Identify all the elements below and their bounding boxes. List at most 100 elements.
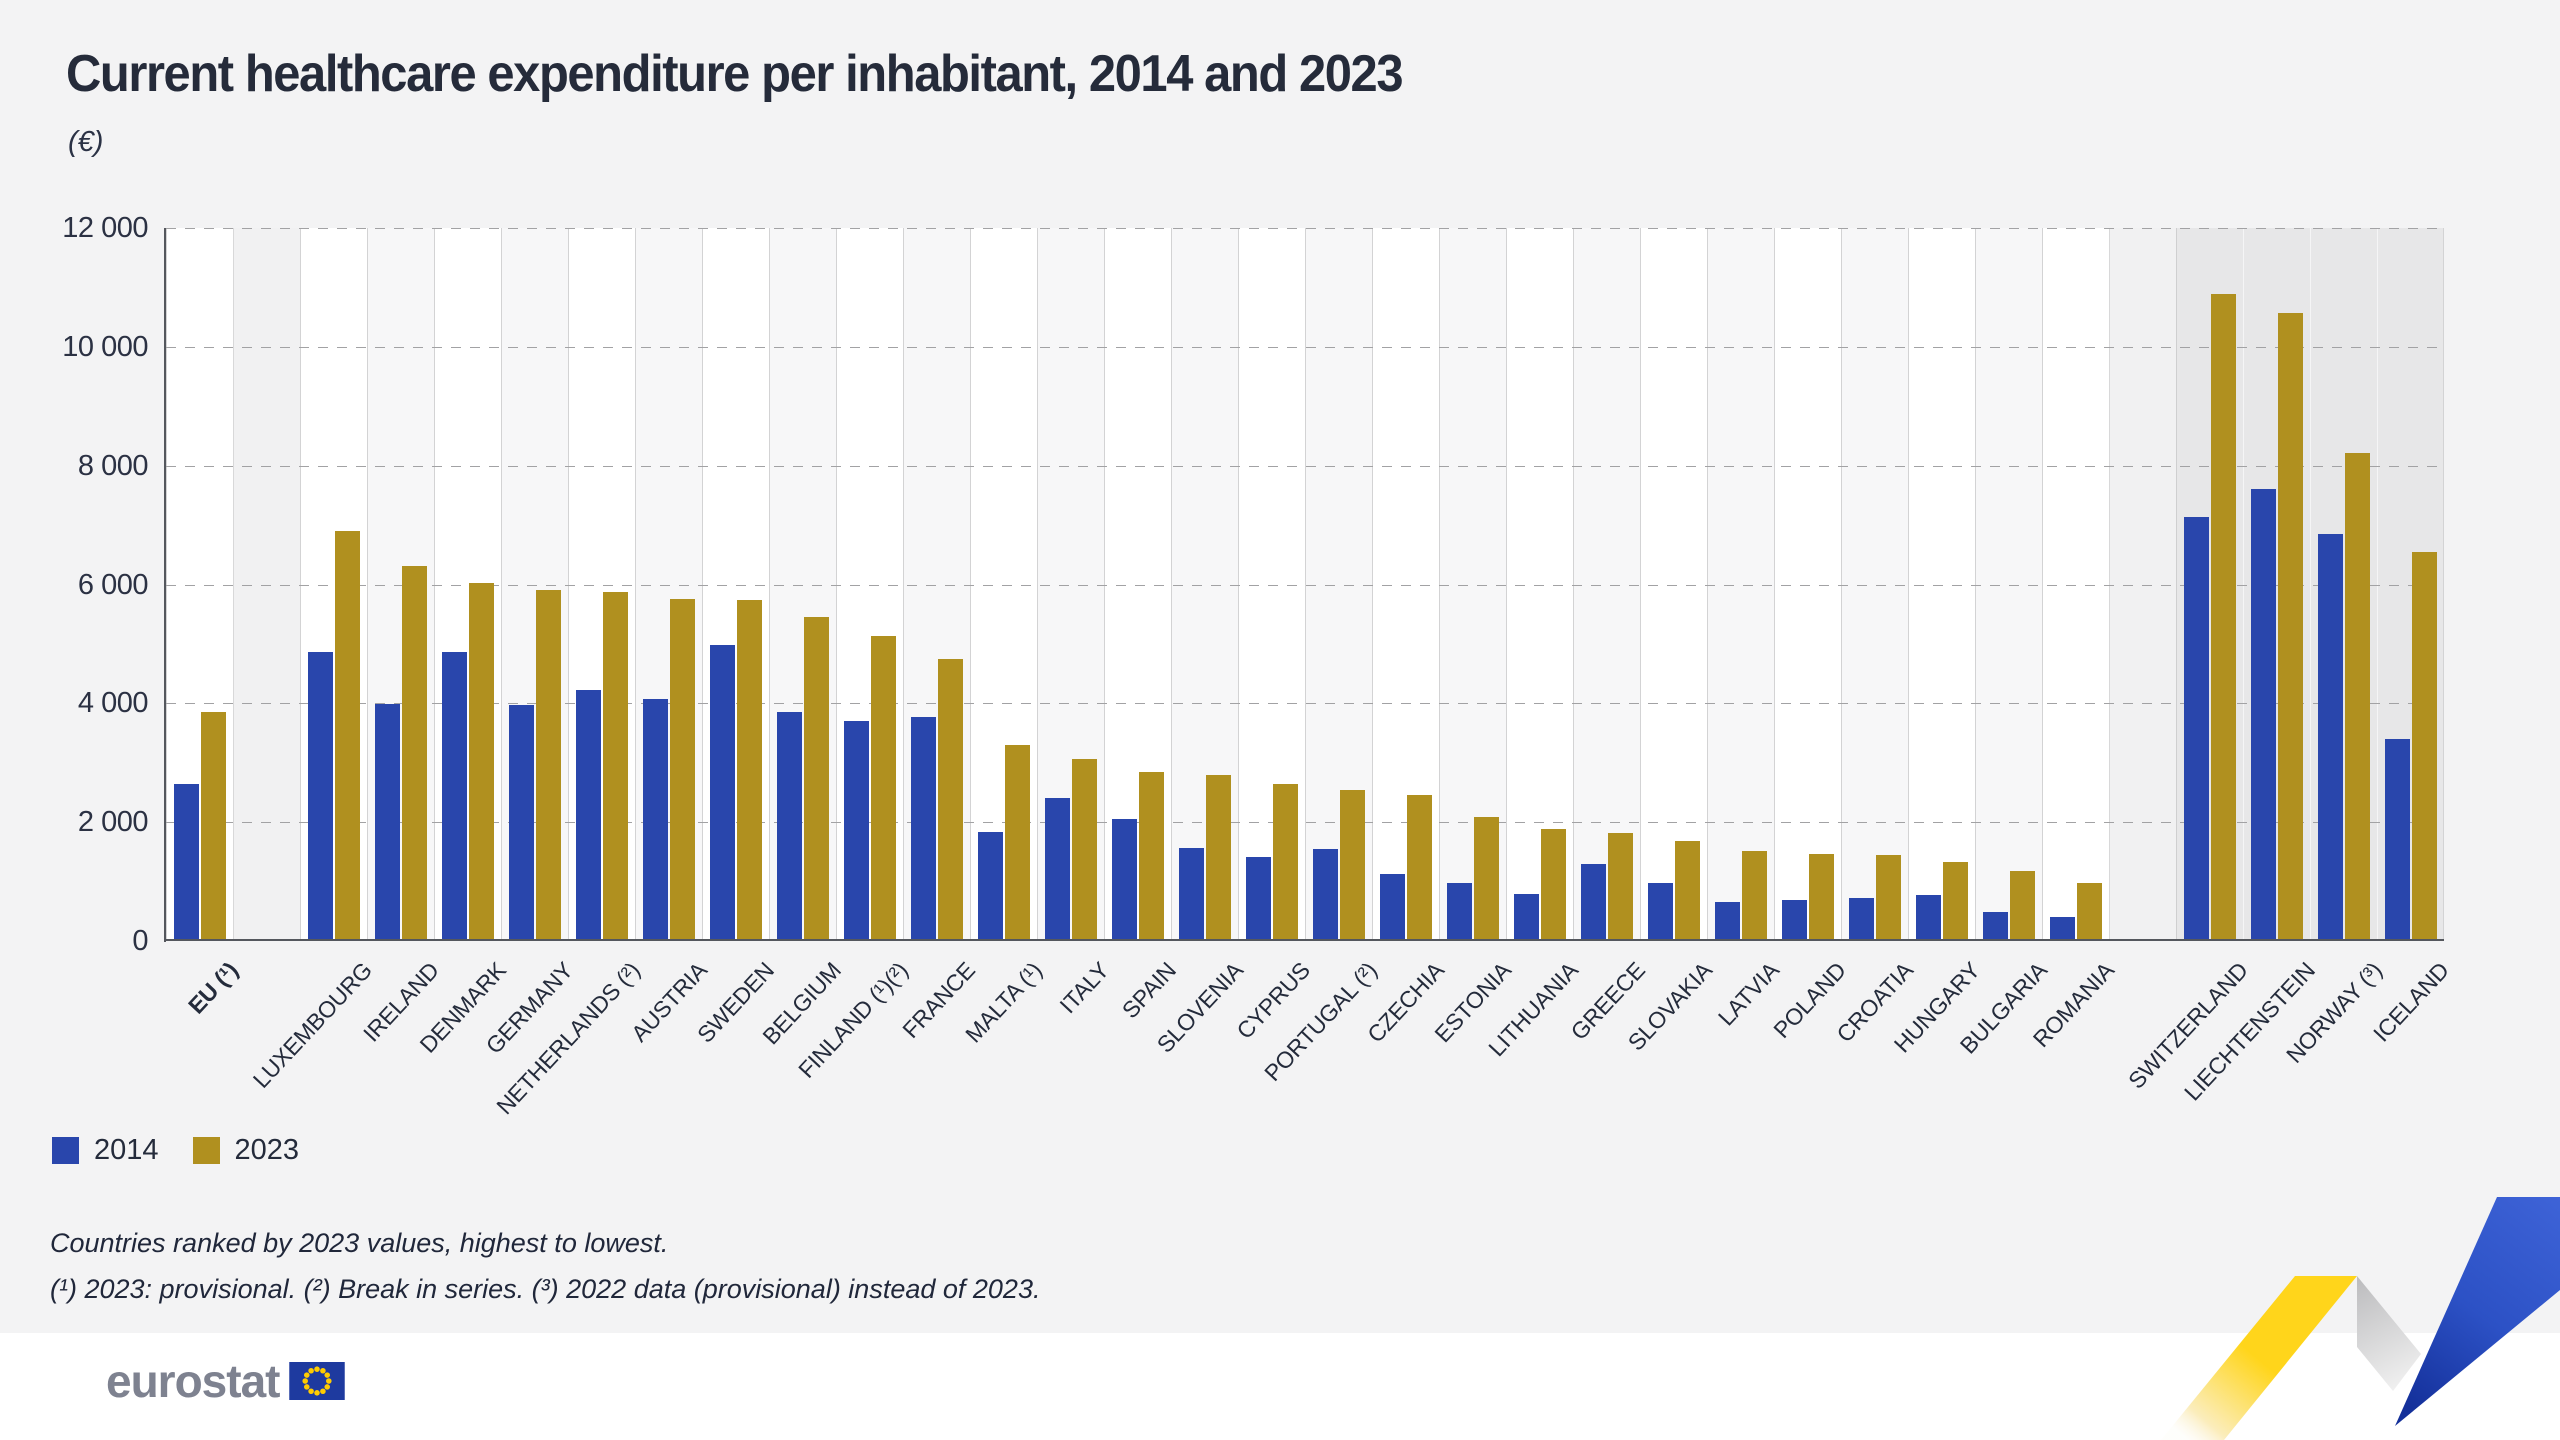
bar-pair xyxy=(643,598,695,941)
bar-2023-iceland xyxy=(2412,551,2437,941)
bar-2023-hungary xyxy=(1943,862,1968,941)
eurostat-logo-text: eurostat xyxy=(106,1355,280,1407)
bar-2014-liechtenstein xyxy=(2251,489,2276,941)
bar-2023-lithuania xyxy=(1541,829,1566,941)
bar-2023-slovenia xyxy=(1206,775,1231,941)
bar-2014-malta xyxy=(978,831,1003,941)
bar-pair xyxy=(2184,294,2236,941)
bar-2014-czechia xyxy=(1380,873,1405,941)
bar-2023-sweden xyxy=(737,600,762,941)
bar-2023-bulgaria xyxy=(2010,870,2035,941)
bar-pair xyxy=(777,616,829,941)
legend-item-2014: 2014 xyxy=(52,1134,159,1167)
bar-pair xyxy=(1246,783,1298,941)
bar-2023-france xyxy=(938,658,963,941)
bar-2014-belgium xyxy=(777,712,802,941)
ribbon-gray-fold xyxy=(2357,1276,2421,1391)
footnote-flags: (¹) 2023: provisional. (²) Break in seri… xyxy=(50,1274,1041,1305)
bar-2014-slovakia xyxy=(1648,882,1673,941)
column-norway xyxy=(2310,228,2377,941)
footer-band xyxy=(0,1333,2560,1440)
bar-pair xyxy=(978,745,1030,941)
bar-pair xyxy=(1380,795,1432,941)
y-axis-tick-label-12000: 12 000 xyxy=(62,212,148,244)
column-ireland xyxy=(367,228,434,941)
legend-label-2023: 2023 xyxy=(234,1134,300,1166)
bar-pair xyxy=(844,636,896,941)
bar-pair xyxy=(509,589,561,941)
bar-2023-latvia xyxy=(1742,850,1767,941)
bar-2014-spain xyxy=(1112,819,1137,941)
bar-2014-estonia xyxy=(1447,883,1472,941)
bar-pair xyxy=(1782,854,1834,941)
bar-2023-denmark xyxy=(469,583,494,941)
bar-2023-czechia xyxy=(1407,795,1432,941)
bar-2023-estonia xyxy=(1474,817,1499,941)
bar-2014-germany xyxy=(509,704,534,941)
bar-pair xyxy=(2385,551,2437,941)
bar-2023-malta xyxy=(1005,745,1030,941)
column-iceland xyxy=(2377,228,2444,941)
bar-pair xyxy=(442,583,494,941)
bar-pair xyxy=(1849,854,1901,941)
bar-pair xyxy=(375,565,427,941)
footnote-ranking: Countries ranked by 2023 values, highest… xyxy=(50,1228,669,1258)
eurostat-logo: eurostat xyxy=(106,1354,346,1408)
gridline-8000 xyxy=(166,465,2444,467)
bar-2023-croatia xyxy=(1876,854,1901,941)
unit-label: (€) xyxy=(68,126,104,158)
gridline-10000 xyxy=(166,346,2444,348)
bar-2014-latvia xyxy=(1715,901,1740,941)
bar-2014-slovenia xyxy=(1179,848,1204,941)
bar-2014-finland xyxy=(844,721,869,941)
footnotes: Countries ranked by 2023 values, highest… xyxy=(50,1220,1040,1313)
bar-2023-switzerland xyxy=(2211,294,2236,941)
ribbon-blue-segment xyxy=(2395,1197,2560,1426)
bar-2023-cyprus xyxy=(1273,783,1298,941)
plot-area xyxy=(166,228,2444,941)
bar-pair xyxy=(576,591,628,941)
bar-2014-luxembourg xyxy=(308,651,333,941)
bar-2014-austria xyxy=(643,698,668,941)
bar-pair xyxy=(1447,817,1499,941)
gridline-2000 xyxy=(166,822,2444,824)
bar-2023-ireland xyxy=(402,565,427,941)
bar-2023-slovakia xyxy=(1675,841,1700,941)
bar-pair xyxy=(1313,789,1365,941)
bar-2014-hungary xyxy=(1916,894,1941,941)
bar-2014-eu xyxy=(174,784,199,941)
column-luxembourg xyxy=(300,228,367,941)
bar-2014-ireland xyxy=(375,703,400,941)
legend-swatch-2014 xyxy=(52,1137,79,1164)
y-axis-tick-label-8000: 8 000 xyxy=(77,449,149,482)
bar-pair xyxy=(1648,841,1700,941)
bar-2014-sweden xyxy=(710,645,735,941)
bar-2023-italy xyxy=(1072,759,1097,941)
y-axis-tick-label-2000: 2 000 xyxy=(77,806,149,839)
bar-2023-luxembourg xyxy=(335,530,360,941)
bar-2014-france xyxy=(911,716,936,941)
bar-2014-denmark xyxy=(442,652,467,941)
column-liechtenstein xyxy=(2243,228,2310,941)
chart-title: Current healthcare expenditure per inhab… xyxy=(66,45,1404,103)
bar-pair xyxy=(2318,452,2370,941)
legend-swatch-2023 xyxy=(192,1137,220,1164)
column-denmark xyxy=(434,228,501,941)
bar-2023-liechtenstein xyxy=(2278,312,2303,941)
bar-pair xyxy=(1983,870,2035,941)
bar-2014-italy xyxy=(1045,798,1070,941)
bar-pair xyxy=(2251,312,2303,941)
bar-pair xyxy=(174,711,226,941)
bar-2023-spain xyxy=(1139,772,1164,941)
decorative-ribbon-graphic xyxy=(2161,1197,2560,1440)
bar-2023-netherlands xyxy=(603,591,628,941)
bar-2023-germany xyxy=(536,589,561,941)
bar-2014-norway xyxy=(2318,534,2343,941)
bar-2014-romania xyxy=(2050,917,2075,941)
legend: 2014 2023 xyxy=(52,1134,299,1167)
y-axis-line xyxy=(164,228,166,942)
bar-2014-lithuania xyxy=(1514,894,1539,941)
bar-pair xyxy=(1045,759,1097,941)
y-axis-tick-label-6000: 6 000 xyxy=(77,568,149,601)
